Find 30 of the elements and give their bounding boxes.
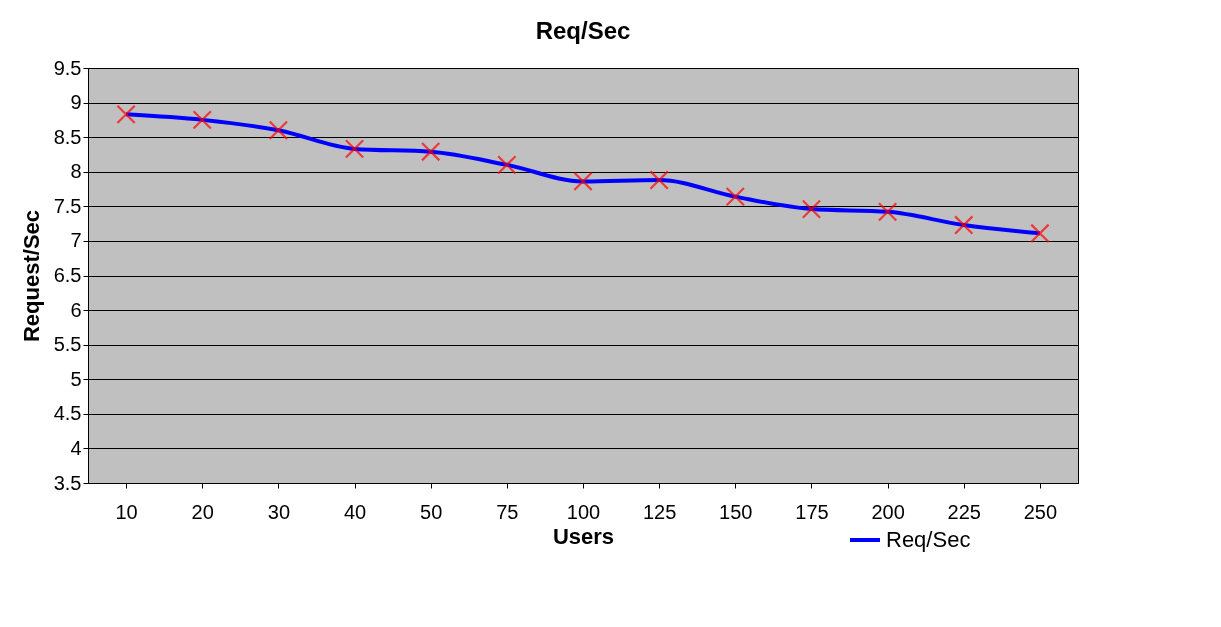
y-tick-label: 7.5 — [53, 194, 82, 217]
y-tick-label: 8.5 — [53, 125, 82, 148]
x-tick-label: 20 — [191, 500, 214, 523]
y-tick-label: 4 — [70, 436, 82, 459]
x-tick-label: 200 — [871, 500, 905, 523]
x-axis-title: Users — [552, 523, 615, 549]
x-tick-label: 75 — [496, 500, 519, 523]
y-axis-title: Request/Sec — [18, 209, 44, 343]
y-tick-label: 6 — [70, 298, 82, 321]
x-tick-label: 100 — [566, 500, 601, 523]
x-tick-label: 250 — [1023, 500, 1058, 523]
y-tick-label: 5.5 — [53, 333, 82, 356]
x-tick-label: 150 — [719, 500, 753, 523]
y-tick-label: 6.5 — [53, 264, 82, 286]
x-tick-label: 225 — [947, 500, 981, 523]
y-tick-label: 8 — [70, 160, 82, 183]
chart-title: Req/Sec — [535, 17, 631, 44]
y-tick-label: 9.5 — [53, 56, 82, 79]
y-tick-label: 4.5 — [53, 402, 82, 425]
x-tick-label: 125 — [642, 500, 677, 523]
y-tick-label: 9 — [70, 91, 82, 114]
y-tick-label: 3.5 — [53, 471, 82, 494]
x-tick-label: 175 — [795, 500, 829, 523]
x-tick-label: 10 — [115, 500, 138, 523]
x-tick-label: 40 — [343, 500, 367, 523]
x-tick-label: 30 — [267, 500, 291, 523]
y-tick-label: 5 — [70, 367, 82, 390]
x-tick-label: 50 — [420, 500, 443, 523]
legend-label: Req/Sec — [886, 527, 971, 552]
y-tick-label: 7 — [70, 229, 82, 252]
